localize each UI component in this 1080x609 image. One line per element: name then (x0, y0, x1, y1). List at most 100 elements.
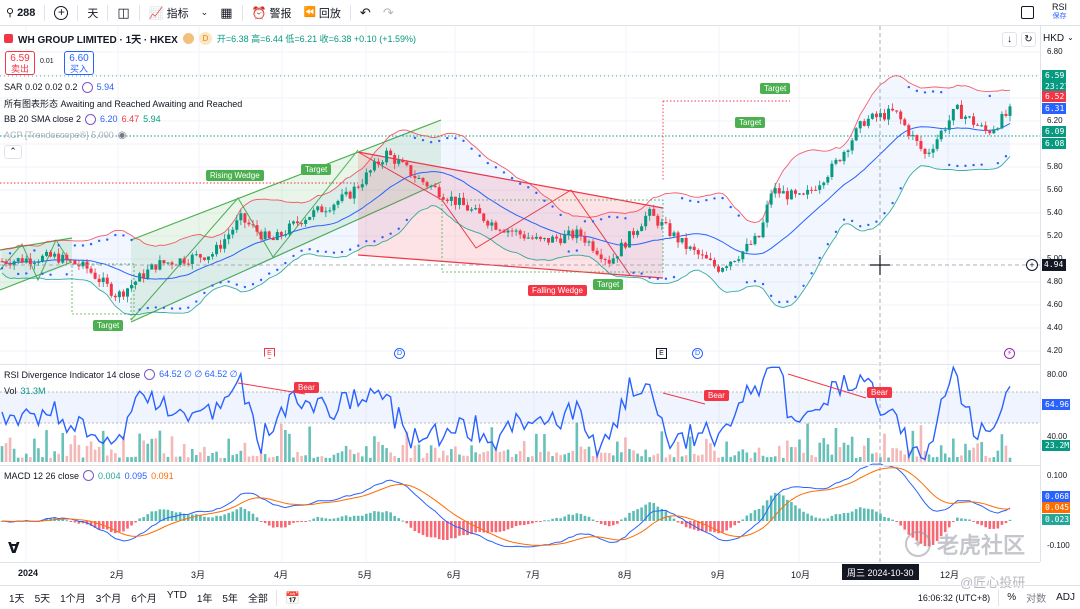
candle-body (514, 230, 518, 232)
dividend-marker[interactable]: D (692, 348, 703, 359)
candle-body (202, 257, 206, 260)
range-button[interactable]: 全部 (247, 594, 268, 605)
log-toggle[interactable]: 对数 (1026, 594, 1047, 605)
range-button[interactable]: 5天 (34, 594, 51, 605)
reset-scale-button[interactable]: ↻ (1021, 32, 1036, 47)
volume-bar (393, 456, 396, 462)
macd-bar (454, 521, 457, 539)
redo-button[interactable]: ↷ (377, 0, 400, 26)
volume-bar (522, 440, 526, 462)
delayed-badge[interactable]: D (198, 32, 212, 45)
range-button[interactable]: 5年 (222, 594, 238, 605)
macd-bar (535, 521, 538, 523)
earnings-marker[interactable]: E (264, 348, 275, 359)
volume-bar (717, 457, 720, 462)
bb-upper-value: 6.47 (121, 114, 140, 124)
sar-dot (988, 94, 991, 98)
macd-bar (510, 521, 514, 528)
buy-button[interactable]: 6.60 买入 (64, 51, 94, 75)
indicator-templates-button[interactable]: ⌄ (195, 0, 215, 26)
macd-bar (632, 510, 635, 521)
patterns-legend[interactable]: 所有图表形态 Awaiting and Reached Awaiting and… (4, 95, 242, 111)
collapse-legend-button[interactable]: ⌃ (4, 145, 22, 159)
undo-button[interactable]: ↶ (354, 0, 377, 26)
macd-bar (692, 521, 696, 530)
scroll-down-button[interactable]: ↓ (1002, 32, 1017, 47)
macd-bar (875, 511, 878, 521)
candle-body (785, 191, 789, 200)
pane-divider-rsi[interactable] (0, 364, 1040, 365)
dividend-marker[interactable]: D (394, 348, 405, 359)
candle-body (797, 193, 801, 195)
price-axis[interactable]: 6.806.606.406.206.005.805.605.405.205.00… (1026, 26, 1080, 562)
sell-button[interactable]: 6.59 卖出 (5, 51, 35, 75)
replay-button[interactable]: ⏪ 回放 (297, 0, 346, 26)
range-button[interactable]: 3个月 (95, 594, 122, 605)
candle-body (89, 268, 93, 273)
range-button[interactable]: YTD (166, 590, 187, 601)
price-tick: 4.60 (1047, 300, 1063, 309)
sar-dot (883, 212, 886, 215)
add-alert-plus-icon[interactable]: + (1026, 259, 1038, 271)
symbol-search[interactable]: ⚲ 288 (0, 0, 41, 26)
macd-bar (134, 521, 137, 523)
indicators-button[interactable]: 📈 指标 (143, 0, 195, 26)
sar-value: 5.94 (96, 82, 115, 92)
pane-divider-macd[interactable] (0, 465, 1040, 466)
macd-bar (97, 521, 101, 530)
undo-icon: ↶ (359, 4, 371, 20)
sar-legend[interactable]: SAR 0.02 0.02 0.2 5.94 (4, 79, 242, 95)
acp-legend[interactable]: ACP [Trendoscope®] 5,000 ◉ (4, 127, 242, 143)
vol-legend[interactable]: Vol 31.3M (4, 386, 46, 396)
eye-icon[interactable]: ◉ (117, 129, 127, 141)
range-button[interactable]: 6个月 (131, 594, 157, 605)
currency-select[interactable]: HKD ⌄ (1043, 33, 1074, 44)
candle-body (676, 232, 680, 243)
chart-canvas[interactable] (0, 0, 1080, 585)
interval-button[interactable]: 天 (81, 0, 104, 26)
layouts-button[interactable]: ▦ (214, 0, 238, 26)
earnings-marker[interactable]: E (656, 348, 667, 359)
timezone-clock[interactable]: 16:06:32 (UTC+8) (917, 592, 991, 603)
volume-bar (320, 456, 324, 462)
sar-dot (931, 90, 935, 93)
rising-wedge-big-top (130, 119, 442, 241)
percent-toggle[interactable]: % (1007, 592, 1017, 603)
volume-bar (551, 456, 554, 462)
sar-dot (980, 163, 983, 166)
macd-bar (980, 521, 983, 526)
adj-toggle[interactable]: ADJ (1056, 592, 1075, 603)
macd-bar (972, 521, 975, 522)
bb-legend[interactable]: BB 20 SMA close 2 6.20 6.47 5.94 (4, 111, 242, 127)
range-button[interactable]: 1天 (9, 594, 25, 605)
time-axis[interactable]: 2024 2月 3月 4月 5月 6月 7月 8月 9月 10月 12月 (0, 562, 1040, 585)
macd-legend[interactable]: MACD 12 26 close 0.004 0.095 0.091 (4, 470, 174, 481)
candle-body (899, 111, 903, 120)
volume-bar (199, 452, 202, 462)
candle-body (834, 159, 838, 164)
volume-bar (850, 436, 854, 462)
candle-body (344, 191, 348, 195)
goto-date-button[interactable]: 📅 (280, 591, 305, 605)
compare-button[interactable]: + (48, 0, 74, 26)
fullscreen-button[interactable] (1015, 0, 1040, 26)
candle-body (36, 261, 40, 263)
macd-bar (620, 519, 623, 521)
saved-layout-button[interactable]: RSI 保存 (1052, 3, 1067, 21)
macd-bar (960, 518, 963, 521)
macd-bar (862, 508, 866, 521)
refresh-icon: ↻ (1024, 34, 1033, 45)
macd-bar (786, 499, 789, 521)
symbol-name[interactable]: WH GROUP LIMITED · 1天 · HKEX (18, 35, 178, 46)
split-event-icon[interactable]: ⚡ (1004, 348, 1015, 359)
grid-lines (0, 26, 1040, 562)
range-button[interactable]: 1年 (196, 594, 213, 605)
volume-bar (498, 451, 502, 462)
time-tick: 5月 (358, 570, 373, 580)
rsi-legend[interactable]: RSI Divergence Indicator 14 close 64.52 … (4, 369, 238, 380)
candles (0, 100, 1012, 303)
sar-dot (251, 283, 255, 286)
range-button[interactable]: 1个月 (60, 594, 86, 605)
chart-type-button[interactable]: ◫ (111, 0, 135, 26)
alert-button[interactable]: ⏰ 警报 (246, 0, 298, 26)
